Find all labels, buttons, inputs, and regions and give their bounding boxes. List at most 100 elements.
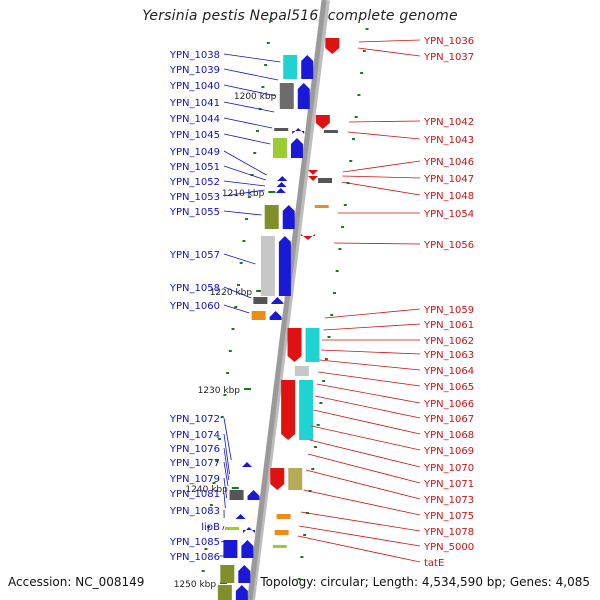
kbp-tick-mark [256, 290, 264, 292]
kbp-tick-label: 1200 kbp [234, 92, 277, 102]
lane-dot [349, 160, 353, 162]
leader-line [347, 131, 421, 140]
lane-dot [327, 336, 331, 338]
gene-label-ypn_1067: YPN_1067 [423, 414, 474, 425]
gene-label-ypn_1057: YPN_1057 [169, 250, 220, 261]
gene-label-ypn_1086: YPN_1086 [169, 552, 220, 563]
reverse-gene [270, 468, 285, 490]
lane-dot [297, 578, 301, 580]
leader-line [342, 175, 421, 179]
gene-label-ypn_1058: YPN_1058 [169, 283, 220, 294]
leader-line [223, 133, 271, 145]
gene-label-ypn_1052: YPN_1052 [169, 177, 220, 188]
lane-dot [247, 196, 251, 198]
gene-label-lipb: lipB [201, 522, 220, 533]
feature-block [220, 565, 235, 583]
leader-line [324, 308, 421, 319]
gene-label-ypn_1083: YPN_1083 [169, 506, 220, 517]
lane-dot [228, 350, 232, 352]
forward-arrow [276, 182, 287, 187]
gene-label-ypn_1069: YPN_1069 [423, 446, 474, 457]
leader-line [223, 492, 226, 509]
gene-label-ypn_1039: YPN_1039 [169, 65, 220, 76]
forward-gene [235, 585, 248, 600]
feature-block [274, 128, 289, 131]
kbp-tick-mark [268, 191, 276, 193]
leader-line [305, 469, 421, 500]
lane-dot [201, 570, 205, 572]
leader-line [223, 286, 252, 299]
kbp-tick-label: 1240 kbp [185, 485, 228, 495]
gene-label-ypn_1038: YPN_1038 [169, 50, 220, 61]
forward-gene [301, 55, 314, 79]
accession-text: Accession: NC_008149 [8, 575, 145, 589]
feature-block [305, 328, 320, 362]
leader-line [323, 323, 421, 331]
forward-gene [243, 527, 256, 533]
forward-arrow [277, 176, 288, 181]
reverse-arrow [308, 170, 319, 175]
feature-block [279, 83, 294, 109]
leader-line [315, 395, 421, 419]
leader-line [223, 477, 227, 499]
lane-dot [360, 72, 364, 74]
leader-line [358, 39, 421, 43]
lane-dot [319, 402, 323, 404]
gene-label-ypn_1066: YPN_1066 [423, 399, 474, 410]
feature-block [272, 545, 287, 548]
gene-label-ypn_1063: YPN_1063 [423, 350, 474, 361]
reverse-gene [281, 380, 296, 440]
feature-block [276, 514, 291, 519]
lane-dot [343, 204, 347, 206]
lane-dot [335, 270, 339, 272]
kbp-tick-label: 1230 kbp [198, 386, 241, 396]
lane-dot [316, 424, 320, 426]
gene-label-ypn_1048: YPN_1048 [423, 191, 474, 202]
lane-dot [311, 468, 315, 470]
feature-block [251, 311, 266, 320]
gene-label-ypn_1064: YPN_1064 [423, 366, 474, 377]
forward-gene [282, 205, 295, 229]
gene-label-ypn_1061: YPN_1061 [423, 320, 474, 331]
reverse-gene [287, 328, 302, 362]
lane-dot [313, 446, 317, 448]
reverse-gene [325, 38, 340, 54]
feature-block [223, 540, 238, 558]
leader-line [334, 242, 421, 245]
gene-label-ypn_1085: YPN_1085 [169, 537, 220, 548]
feature-block [323, 130, 338, 133]
leader-line [223, 447, 230, 481]
forward-gene [241, 540, 254, 558]
gene-label-ypn_1049: YPN_1049 [169, 147, 220, 158]
lane-dot [236, 284, 240, 286]
lane-dot [217, 438, 221, 440]
gene-label-ypn_1042: YPN_1042 [423, 117, 474, 128]
gene-label-ypn_1071: YPN_1071 [423, 479, 474, 490]
lane-dot [226, 372, 230, 374]
gene-label-ypn_1072: YPN_1072 [169, 414, 220, 425]
gene-label-ypn_1055: YPN_1055 [169, 207, 220, 218]
leader-line [303, 489, 421, 516]
lane-dot [245, 218, 249, 220]
gene-label-ypn_1045: YPN_1045 [169, 130, 220, 141]
lane-dot [253, 152, 257, 154]
gene-label-ypn_5000: YPN_5000 [423, 542, 474, 553]
leader-line [348, 120, 421, 123]
leader-line [223, 304, 250, 314]
gene-label-ypn_1075: YPN_1075 [423, 511, 474, 522]
lane-dot [220, 416, 224, 418]
feature-block [294, 366, 309, 376]
gene-label-ypn_1051: YPN_1051 [169, 162, 220, 173]
lane-dot [269, 20, 273, 22]
forward-gene [290, 138, 303, 158]
leader-line [223, 417, 232, 461]
feature-block [272, 138, 287, 158]
forward-arrow [235, 514, 246, 519]
forward-gene [247, 490, 260, 500]
gene-label-ypn_1074: YPN_1074 [169, 430, 220, 441]
leader-line [223, 461, 229, 487]
feature-block [283, 55, 298, 79]
gene-label-ypn_1059: YPN_1059 [423, 305, 474, 316]
gene-label-ypn_1079: YPN_1079 [169, 474, 220, 485]
